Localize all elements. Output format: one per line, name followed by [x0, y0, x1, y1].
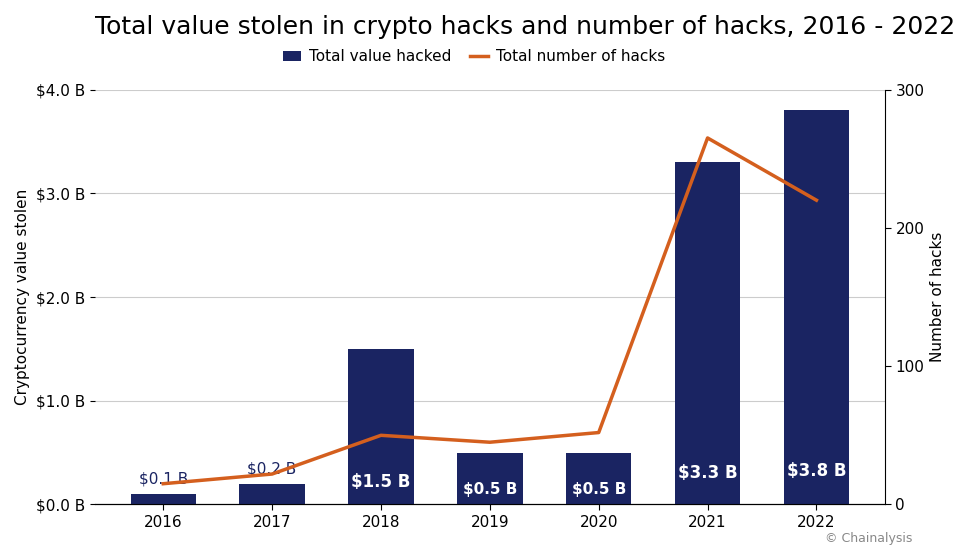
Bar	[239, 484, 304, 504]
Bar	[566, 453, 632, 504]
Text: $0.5 B: $0.5 B	[463, 481, 517, 497]
Text: $0.5 B: $0.5 B	[571, 481, 626, 497]
Text: $0.1 B: $0.1 B	[138, 472, 188, 487]
Text: Total value stolen in crypto hacks and number of hacks, 2016 - 2022: Total value stolen in crypto hacks and n…	[95, 15, 955, 39]
Text: $1.5 B: $1.5 B	[351, 474, 411, 492]
Bar	[457, 453, 522, 504]
Legend: Total value hacked, Total number of hacks: Total value hacked, Total number of hack…	[277, 43, 671, 71]
Bar	[783, 110, 849, 504]
Bar	[131, 494, 196, 504]
Text: $3.3 B: $3.3 B	[678, 464, 737, 482]
Bar	[348, 349, 414, 504]
Text: $3.8 B: $3.8 B	[786, 461, 846, 480]
Text: $0.2 B: $0.2 B	[248, 461, 297, 476]
Y-axis label: Number of hacks: Number of hacks	[930, 232, 945, 362]
Bar	[675, 162, 740, 504]
Text: © Chainalysis: © Chainalysis	[825, 532, 912, 545]
Y-axis label: Cryptocurrency value stolen: Cryptocurrency value stolen	[15, 189, 30, 405]
